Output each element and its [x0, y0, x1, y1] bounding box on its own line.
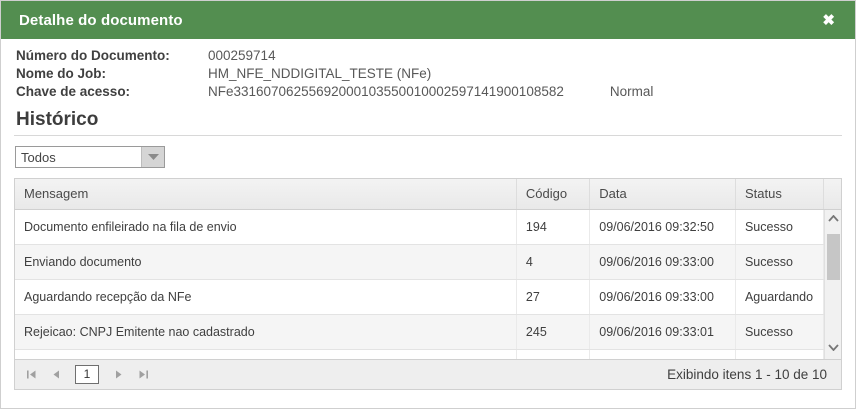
cell-codigo: 245 — [516, 314, 591, 350]
history-grid: Mensagem Código Data Status Documento en… — [14, 178, 842, 360]
pager-controls: 1 — [23, 365, 151, 384]
info-value-prioridade: Normal — [609, 84, 654, 99]
info-label-numero: Número do Documento: — [16, 48, 170, 63]
cell-mensagem — [15, 349, 517, 359]
cell-data: 09/06/2016 09:32:50 — [589, 209, 736, 245]
info-label-chave: Chave de acesso: — [16, 84, 131, 99]
grid-scrollbar[interactable] — [824, 210, 841, 359]
history-table-body: Documento enfileirado na fila de envio 1… — [15, 209, 841, 359]
cell-codigo: 4 — [516, 244, 591, 280]
cell-status: Sucesso — [735, 244, 825, 280]
scrollbar-thumb[interactable] — [827, 234, 840, 280]
history-filter-dropdown[interactable]: Todos — [15, 146, 165, 168]
document-info: Número do Documento: 000259714 Nome do J… — [1, 39, 855, 102]
cell-data — [589, 349, 736, 359]
grid-pager: 1 Exibindo itens 1 - 10 de 10 — [14, 360, 842, 390]
column-header-codigo[interactable]: Código — [516, 179, 591, 210]
cell-codigo — [516, 349, 591, 359]
column-header-data[interactable]: Data — [589, 179, 736, 210]
cell-data: 09/06/2016 09:33:00 — [589, 244, 736, 280]
cell-mensagem: Documento enfileirado na fila de envio — [15, 209, 517, 245]
column-header-mensagem[interactable]: Mensagem — [15, 179, 517, 210]
cell-data: 09/06/2016 09:33:00 — [589, 279, 736, 315]
column-header-status[interactable]: Status — [735, 179, 825, 210]
dialog-title: Detalhe do documento — [19, 11, 183, 29]
cell-data: 09/06/2016 09:33:01 — [589, 314, 736, 350]
scroll-up-icon[interactable] — [825, 210, 841, 227]
info-row-job: Nome do Job: HM_NFE_NDDIGITAL_TESTE (NFe… — [16, 66, 855, 84]
cell-mensagem: Rejeicao: CNPJ Emitente nao cadastrado — [15, 314, 517, 350]
cell-codigo: 27 — [516, 279, 591, 315]
scroll-down-icon[interactable] — [825, 339, 841, 356]
section-divider — [14, 135, 842, 136]
cell-status: Sucesso — [735, 314, 825, 350]
cell-mensagem: Enviando documento — [15, 244, 517, 280]
chevron-down-icon[interactable] — [141, 147, 164, 167]
cell-status: Sucesso — [735, 209, 825, 245]
history-filter-value: Todos — [21, 149, 56, 165]
last-page-icon[interactable] — [135, 367, 151, 383]
history-table-head: Mensagem Código Data Status — [15, 179, 841, 210]
pager-summary: Exibindo itens 1 - 10 de 10 — [667, 367, 827, 382]
column-header-spacer — [823, 179, 841, 210]
info-row-numero: Número do Documento: 000259714 — [16, 48, 855, 66]
info-value-chave: NFe3316070625569200010355001000259714190… — [208, 84, 564, 99]
next-page-icon[interactable] — [110, 367, 126, 383]
info-label-job: Nome do Job: — [16, 66, 106, 81]
table-row[interactable]: Enviando documento 4 09/06/2016 09:33:00… — [15, 244, 841, 280]
close-icon[interactable]: ✖ — [822, 11, 835, 29]
table-header-row: Mensagem Código Data Status — [15, 179, 841, 210]
page-number-1[interactable]: 1 — [75, 365, 99, 384]
first-page-icon[interactable] — [23, 367, 39, 383]
cell-status: Aguardando — [735, 279, 825, 315]
previous-page-icon[interactable] — [48, 367, 64, 383]
history-table: Mensagem Código Data Status Documento en… — [15, 179, 841, 359]
info-value-numero: 000259714 — [208, 48, 276, 63]
cell-status — [735, 349, 825, 359]
dialog-titlebar: Detalhe do documento ✖ — [1, 1, 855, 39]
info-row-chave: Chave de acesso: NFe33160706255692000103… — [16, 84, 855, 102]
cell-codigo: 194 — [516, 209, 591, 245]
table-row[interactable]: Documento enfileirado na fila de envio 1… — [15, 209, 841, 245]
table-row[interactable]: Aguardando recepção da NFe 27 09/06/2016… — [15, 279, 841, 315]
cell-mensagem: Aguardando recepção da NFe — [15, 279, 517, 315]
table-row[interactable]: Rejeicao: CNPJ Emitente nao cadastrado 2… — [15, 314, 841, 350]
table-row[interactable] — [15, 349, 841, 359]
filter-area: Todos — [15, 146, 855, 168]
section-title-historico: Histórico — [16, 109, 99, 130]
info-value-job: HM_NFE_NDDIGITAL_TESTE (NFe) — [208, 66, 432, 81]
